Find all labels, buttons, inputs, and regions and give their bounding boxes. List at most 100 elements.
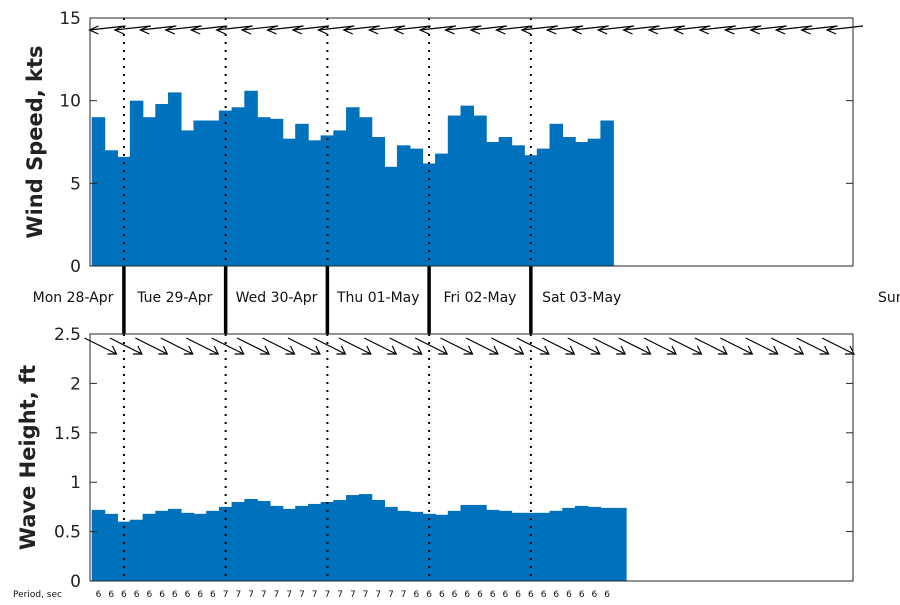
wind-speed-bar (384, 166, 398, 266)
wave-height-bar (129, 519, 144, 581)
wave-direction-arrowhead (590, 345, 601, 355)
wave-direction-arrow (720, 337, 753, 355)
wave-direction-arrowhead (387, 345, 398, 355)
wind-direction-arrowhead (215, 25, 226, 35)
day-label: Sat 03-May (542, 290, 621, 306)
day-label: Sun (878, 290, 900, 306)
wave-height-bar (231, 501, 246, 581)
period-value: 7 (274, 590, 280, 600)
wind-direction-arrow (89, 25, 126, 31)
wave-direction-arrow (694, 337, 728, 355)
wave-direction-arrow (745, 337, 779, 355)
wave-direction-arrowhead (565, 345, 576, 355)
wind-speed-bar (244, 90, 258, 266)
wind-speed-bar (600, 120, 614, 266)
wave-height-bar (320, 501, 335, 581)
wave-direction-arrow (669, 337, 702, 355)
wind-direction-arrowhead (316, 25, 328, 35)
wave-direction-arrowhead (819, 345, 830, 355)
day-label: Wed 30-Apr (236, 290, 318, 306)
period-value: 6 (579, 590, 585, 600)
wave-height-bar (358, 494, 373, 581)
wind-direction-arrowhead (723, 25, 735, 35)
period-value: 7 (235, 590, 241, 600)
wind-speed-bar (104, 150, 118, 266)
wind-direction-arrowhead (494, 25, 506, 35)
wind-direction-arrow (343, 25, 380, 31)
wave-direction-arrow (313, 337, 346, 355)
period-value: 6 (528, 590, 534, 600)
wind-y-axis-title: Wind Speed, kts (23, 45, 47, 238)
wind-direction-arrowhead (571, 25, 582, 35)
wave-direction-arrowhead (336, 345, 347, 355)
wave-direction-arrowhead (285, 345, 296, 355)
day-label: Thu 01-May (336, 290, 420, 306)
wind-speed-bar (485, 142, 500, 266)
wind-direction-arrowhead (749, 25, 760, 35)
wind-direction-arrow (826, 25, 864, 31)
period-value: 6 (172, 590, 178, 600)
wave-height-bar (180, 512, 195, 581)
wind-speed-bar (396, 145, 411, 266)
wind-speed-bar (511, 145, 525, 266)
wave-direction-arrow (338, 337, 372, 355)
wave-direction-arrow (236, 337, 270, 355)
wave-height-bar (396, 510, 411, 581)
wave-height-bar (384, 506, 398, 581)
period-value: 7 (223, 590, 229, 600)
wind-direction-arrowhead (545, 25, 557, 35)
wind-speed-bar (498, 137, 513, 266)
wave-direction-arrowhead (488, 345, 499, 355)
wave-direction-arrow (109, 337, 143, 355)
period-value: 7 (248, 590, 254, 600)
wave-direction-arrow (592, 337, 626, 355)
wind-speed-bar (409, 148, 424, 266)
wind-speed-bar (91, 117, 106, 266)
wind-direction-arrowhead (774, 25, 786, 35)
wave-y-tick-label: 0.5 (54, 523, 81, 543)
wind-direction-arrowhead (698, 25, 710, 35)
period-value: 7 (312, 590, 318, 600)
wave-y-tick-label: 2.5 (54, 325, 81, 345)
wind-speed-bar (562, 137, 576, 266)
wind-speed-bar (180, 130, 195, 266)
wind-direction-arrowhead (342, 25, 354, 35)
wave-direction-arrowhead (183, 345, 194, 355)
wind-direction-arrow (572, 25, 609, 31)
day-label: Fri 02-May (444, 290, 517, 306)
wave-height-bar (409, 511, 424, 581)
day-label: Tue 29-Apr (136, 290, 212, 306)
wave-height-bar (155, 510, 169, 581)
wave-direction-arrow (389, 337, 422, 355)
period-value: 6 (490, 590, 496, 600)
wind-speed-bar (257, 117, 271, 266)
wave-direction-arrowhead (107, 345, 118, 355)
wave-direction-arrowhead (768, 345, 779, 355)
wave-axes-box (89, 333, 854, 582)
wind-speed-bar (473, 115, 487, 267)
wave-height-bar (549, 510, 564, 581)
wave-height-bar (244, 498, 258, 581)
wind-direction-arrowhead (418, 25, 430, 35)
wave-height-bar (295, 505, 309, 581)
wave-direction-arrowhead (412, 345, 423, 355)
wave-direction-arrowhead (641, 345, 652, 355)
wave-height-bar (562, 507, 576, 581)
wind-direction-arrow (725, 25, 762, 31)
wave-direction-arrowhead (361, 345, 372, 355)
wind-speed-bar (574, 142, 589, 266)
wind-direction-arrow (420, 25, 457, 31)
wind-axes-box (89, 17, 854, 267)
wave-direction-arrowhead (463, 345, 474, 355)
wave-height-bar (524, 512, 538, 581)
wind-direction-arrowhead (164, 25, 176, 35)
wave-y-tick-label: 1 (70, 473, 81, 493)
wave-height-bar (485, 509, 500, 581)
wind-speed-bar (371, 137, 385, 266)
period-value: 6 (108, 590, 114, 600)
wind-direction-arrow (598, 25, 635, 31)
period-value: 6 (414, 590, 420, 600)
wave-direction-arrowhead (310, 345, 321, 355)
wind-direction-arrow (496, 25, 533, 31)
wave-height-bar (473, 504, 487, 581)
